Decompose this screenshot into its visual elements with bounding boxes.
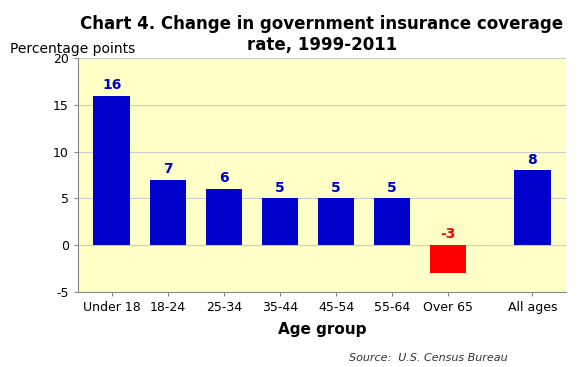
Text: -3: -3 xyxy=(440,228,456,241)
Bar xyxy=(261,199,298,245)
Bar xyxy=(514,170,551,245)
Title: Chart 4. Change in government insurance coverage
rate, 1999-2011: Chart 4. Change in government insurance … xyxy=(80,15,564,54)
Text: 5: 5 xyxy=(275,181,285,195)
Bar xyxy=(206,189,242,245)
Bar xyxy=(318,199,354,245)
Text: 7: 7 xyxy=(163,162,173,176)
Text: 6: 6 xyxy=(219,171,229,185)
Text: Percentage points: Percentage points xyxy=(10,42,135,56)
Text: 16: 16 xyxy=(102,78,121,92)
Bar xyxy=(94,95,130,245)
Bar xyxy=(149,180,186,245)
Bar xyxy=(374,199,410,245)
Text: 8: 8 xyxy=(528,153,537,167)
Bar xyxy=(430,245,467,273)
Text: 5: 5 xyxy=(331,181,341,195)
X-axis label: Age group: Age group xyxy=(278,322,366,337)
Text: 5: 5 xyxy=(388,181,397,195)
Text: Source:  U.S. Census Bureau: Source: U.S. Census Bureau xyxy=(349,353,507,363)
